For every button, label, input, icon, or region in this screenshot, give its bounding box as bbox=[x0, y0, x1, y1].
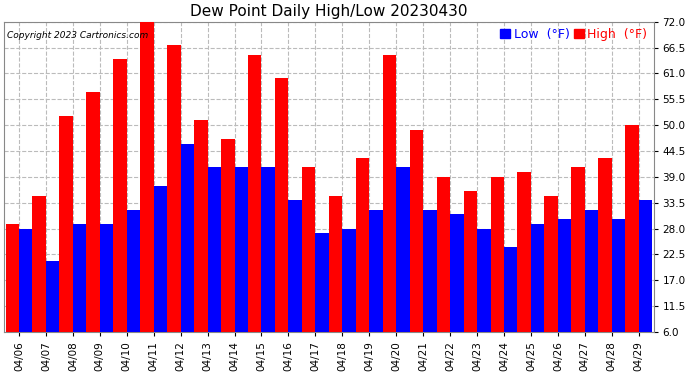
Bar bbox=[46, 261, 59, 332]
Bar bbox=[598, 158, 612, 332]
Bar bbox=[275, 78, 288, 332]
Bar bbox=[356, 158, 369, 332]
Bar bbox=[315, 233, 329, 332]
Bar bbox=[86, 92, 100, 332]
Bar bbox=[464, 191, 477, 332]
Bar bbox=[32, 196, 46, 332]
Bar bbox=[396, 167, 410, 332]
Bar bbox=[544, 196, 558, 332]
Bar bbox=[262, 167, 275, 332]
Bar bbox=[383, 55, 396, 332]
Bar bbox=[585, 210, 598, 332]
Bar bbox=[491, 177, 504, 332]
Bar bbox=[113, 59, 127, 332]
Bar bbox=[410, 130, 423, 332]
Bar bbox=[235, 167, 248, 332]
Bar bbox=[558, 219, 571, 332]
Bar bbox=[100, 224, 113, 332]
Bar bbox=[194, 120, 208, 332]
Bar bbox=[6, 224, 19, 332]
Bar bbox=[518, 172, 531, 332]
Bar bbox=[342, 228, 356, 332]
Text: Copyright 2023 Cartronics.com: Copyright 2023 Cartronics.com bbox=[8, 31, 148, 40]
Bar bbox=[571, 167, 585, 332]
Bar bbox=[423, 210, 437, 332]
Bar bbox=[154, 186, 167, 332]
Bar bbox=[437, 177, 450, 332]
Bar bbox=[302, 167, 315, 332]
Bar bbox=[127, 210, 140, 332]
Bar bbox=[450, 214, 464, 332]
Title: Dew Point Daily High/Low 20230430: Dew Point Daily High/Low 20230430 bbox=[190, 4, 468, 19]
Bar bbox=[531, 224, 544, 332]
Legend: Low  (°F), High  (°F): Low (°F), High (°F) bbox=[495, 23, 652, 46]
Bar bbox=[625, 125, 639, 332]
Bar bbox=[167, 45, 181, 332]
Bar bbox=[477, 228, 491, 332]
Bar bbox=[181, 144, 194, 332]
Bar bbox=[221, 139, 235, 332]
Bar bbox=[329, 196, 342, 332]
Bar bbox=[369, 210, 383, 332]
Bar bbox=[288, 200, 302, 332]
Bar bbox=[208, 167, 221, 332]
Bar bbox=[59, 116, 73, 332]
Bar bbox=[504, 248, 518, 332]
Bar bbox=[73, 224, 86, 332]
Bar bbox=[140, 17, 154, 332]
Bar bbox=[612, 219, 625, 332]
Bar bbox=[19, 228, 32, 332]
Bar bbox=[639, 200, 652, 332]
Bar bbox=[248, 55, 262, 332]
